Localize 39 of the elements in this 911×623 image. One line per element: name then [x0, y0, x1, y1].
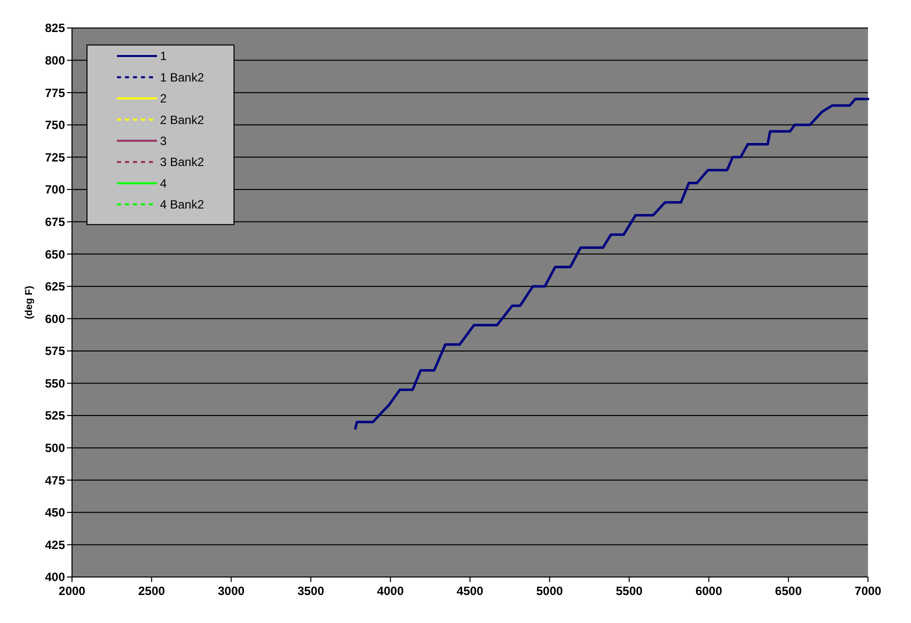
y-tick-label: 600 — [44, 312, 66, 326]
x-tick-label: 3500 — [297, 584, 324, 598]
x-tick-label: 2000 — [58, 584, 86, 598]
legend-label: 4 — [160, 176, 167, 190]
y-tick-label: 800 — [44, 53, 66, 68]
y-tick-label: 450 — [44, 506, 66, 520]
x-tick-label: 6000 — [695, 584, 722, 598]
y-axis-title: (deg F) — [24, 286, 35, 320]
legend-label: 2 — [160, 92, 167, 106]
legend-label: 3 Bank2 — [160, 155, 204, 170]
x-tick-label: 3000 — [218, 584, 245, 598]
y-tick-label: 650 — [44, 247, 66, 262]
y-tick-label: 725 — [44, 150, 66, 164]
line-series — [354, 98, 870, 430]
x-tick-label: 6500 — [775, 584, 802, 598]
y-tick-label: 575 — [44, 344, 66, 358]
y-tick-label: 400 — [44, 570, 66, 584]
y-tick-label: 825 — [44, 21, 66, 36]
legend-label: 4 Bank2 — [160, 198, 204, 212]
x-tick-label: 4500 — [456, 584, 484, 598]
x-tick-label: 2500 — [138, 584, 166, 598]
y-tick-label: 425 — [44, 538, 66, 552]
y-tick-label: 500 — [44, 441, 66, 456]
legend-label: 2 Bank2 — [160, 112, 204, 127]
legend-label: 1 — [160, 49, 167, 64]
y-tick-label: 475 — [44, 473, 66, 488]
y-tick-label: 775 — [44, 86, 66, 100]
y-tick-label: 750 — [44, 118, 66, 132]
y-tick-label: 550 — [44, 376, 66, 390]
x-tick-label: 4000 — [377, 584, 404, 598]
x-tick-label: 7000 — [854, 584, 882, 598]
y-tick-label: 625 — [44, 280, 66, 294]
y-tick-label: 675 — [44, 214, 66, 229]
x-tick-label: 5000 — [536, 584, 564, 598]
legend-label: 1 Bank2 — [160, 70, 204, 84]
legend-label: 3 — [160, 134, 167, 148]
y-tick-label: 525 — [44, 408, 66, 423]
y-tick-label: 700 — [44, 182, 66, 197]
x-tick-label: 5500 — [616, 584, 643, 598]
